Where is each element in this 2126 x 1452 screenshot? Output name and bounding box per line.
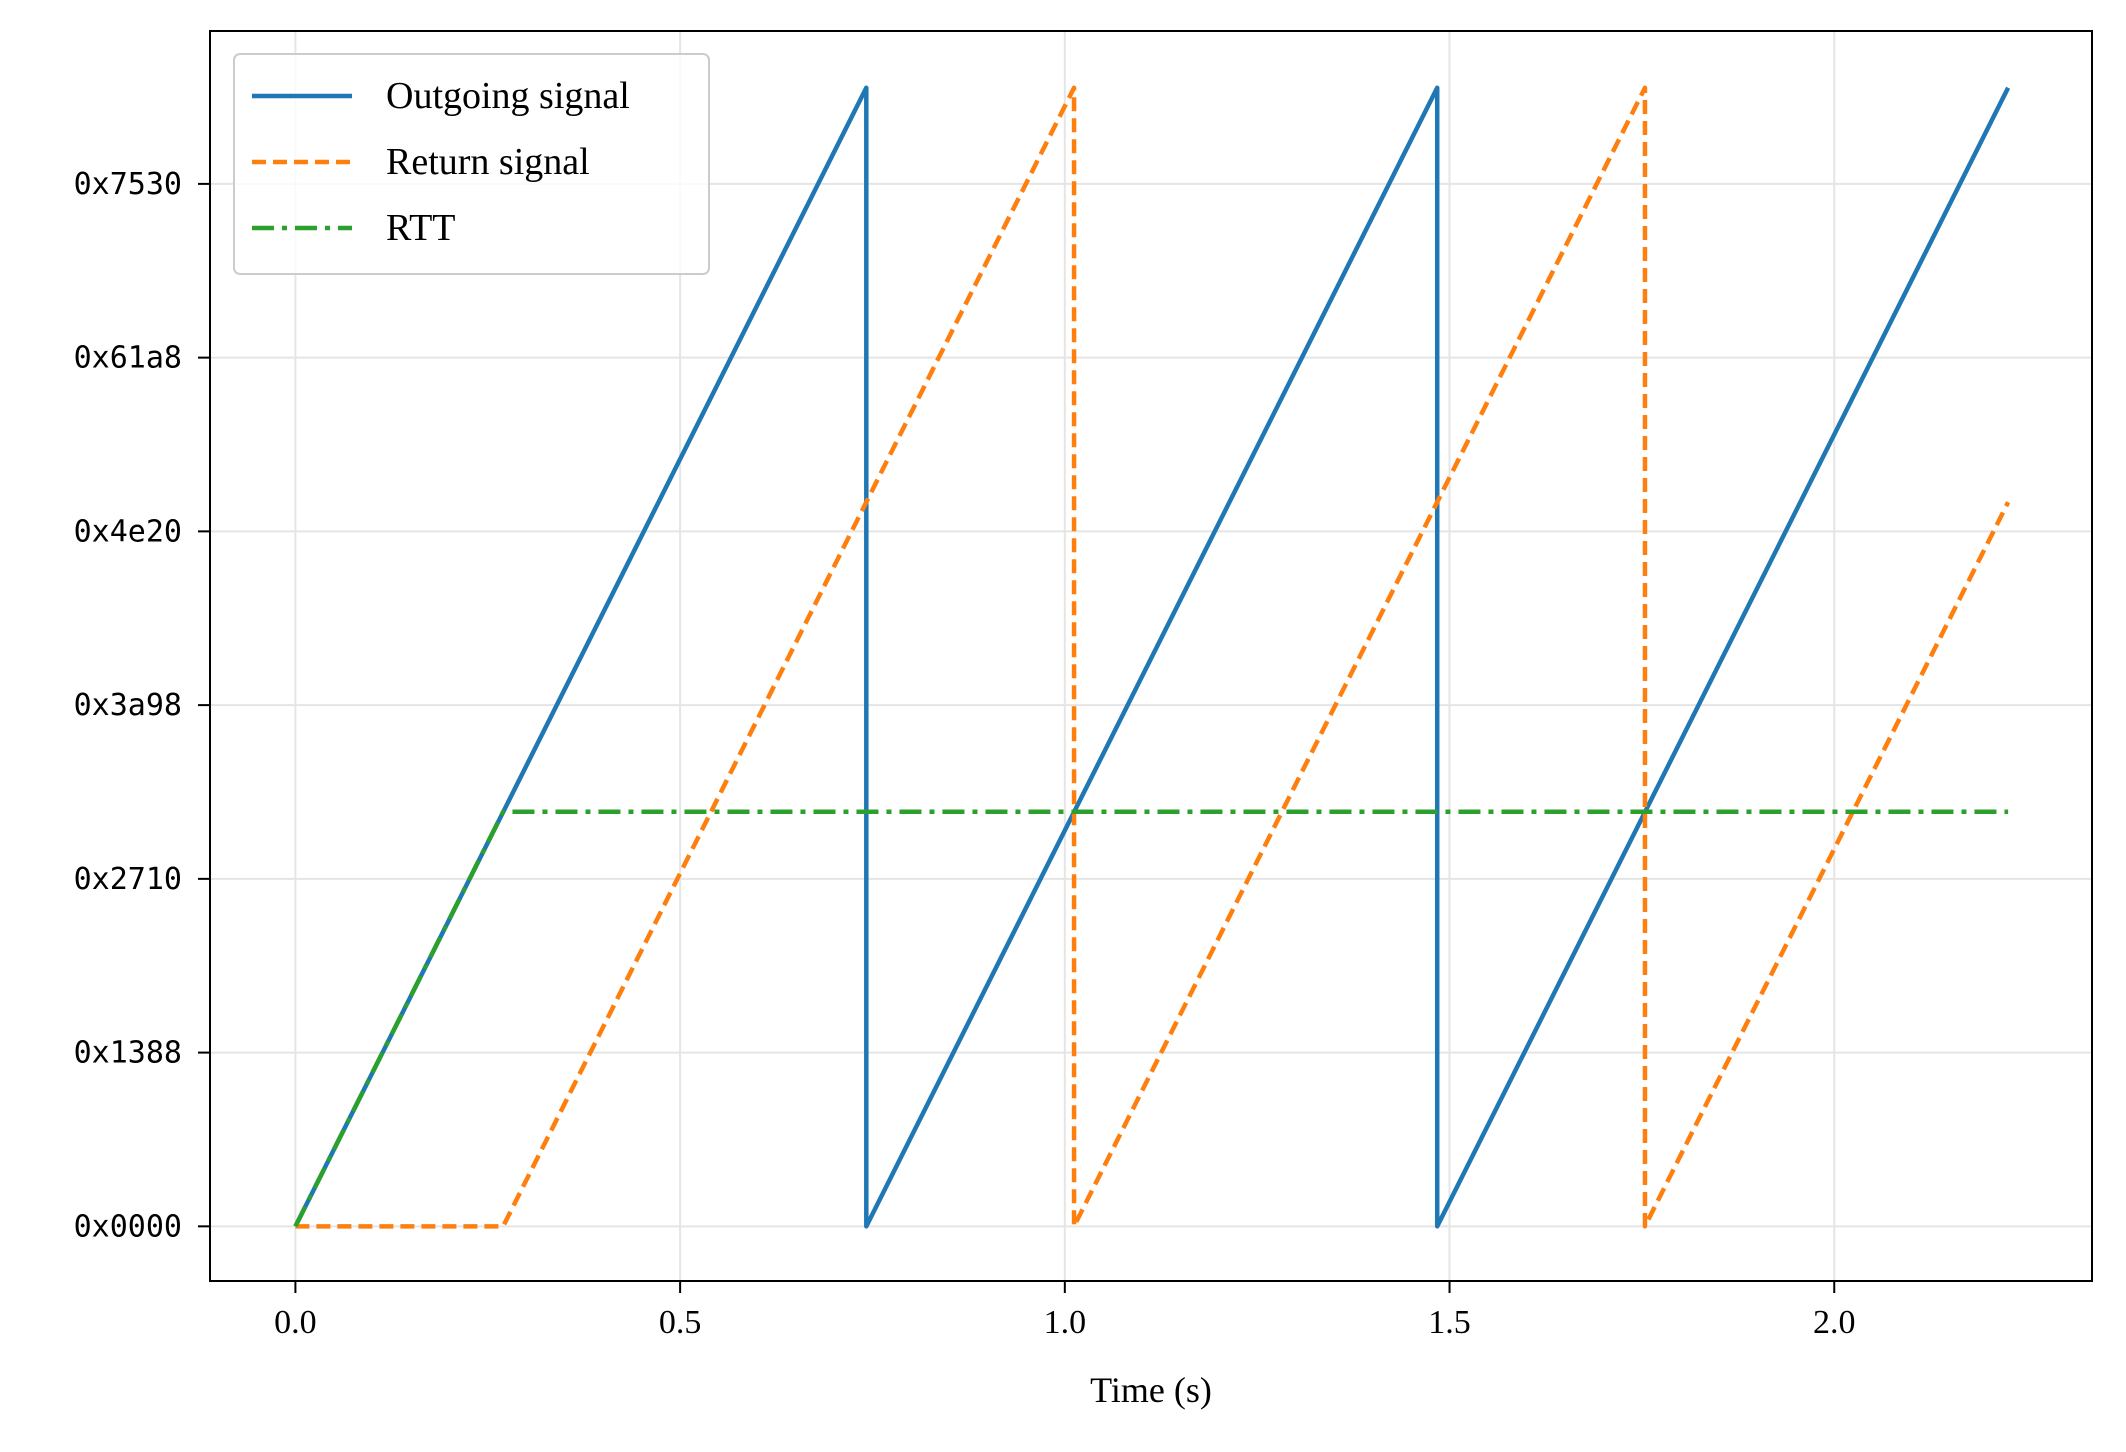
legend: Outgoing signal Return signal RTT bbox=[233, 53, 710, 275]
y-ticks: 0x0000 0x1388 0x2710 0x3a98 0x4e20 0x61a8 0x75… bbox=[74, 167, 210, 1244]
x-tick-label: 0.5 bbox=[659, 1304, 702, 1341]
y-tick-label: 0x4e20 bbox=[74, 514, 182, 549]
y-tick-label: 0x2710 bbox=[74, 862, 182, 897]
x-tick-label: 0.0 bbox=[274, 1304, 317, 1341]
series-line-return-signal bbox=[295, 85, 2011, 1229]
series-layer bbox=[293, 85, 2011, 1229]
x-tick-label: 2.0 bbox=[1813, 1304, 1856, 1341]
x-axis-label: Time (s) bbox=[1090, 1370, 1212, 1410]
legend-box bbox=[233, 53, 710, 275]
x-tick-label: 1.0 bbox=[1044, 1304, 1087, 1341]
series-line-outgoing-signal bbox=[293, 85, 2011, 1229]
grid bbox=[210, 31, 2092, 1281]
x-ticks: 0.0 0.5 1.0 1.5 2.0 bbox=[274, 1281, 1855, 1341]
y-tick-label: 0x61a8 bbox=[74, 341, 182, 376]
legend-label: Outgoing signal bbox=[386, 75, 630, 117]
y-tick-label: 0x0000 bbox=[74, 1209, 182, 1244]
x-tick-label: 1.5 bbox=[1428, 1304, 1471, 1341]
y-tick-label: 0x3a98 bbox=[74, 688, 182, 723]
legend-label: RTT bbox=[386, 207, 456, 249]
series-line-rtt bbox=[293, 809, 2009, 1228]
plot-frame bbox=[209, 30, 2093, 1282]
y-tick-label: 0x7530 bbox=[74, 167, 182, 202]
legend-label: Return signal bbox=[386, 141, 590, 183]
y-tick-label: 0x1388 bbox=[74, 1036, 182, 1071]
